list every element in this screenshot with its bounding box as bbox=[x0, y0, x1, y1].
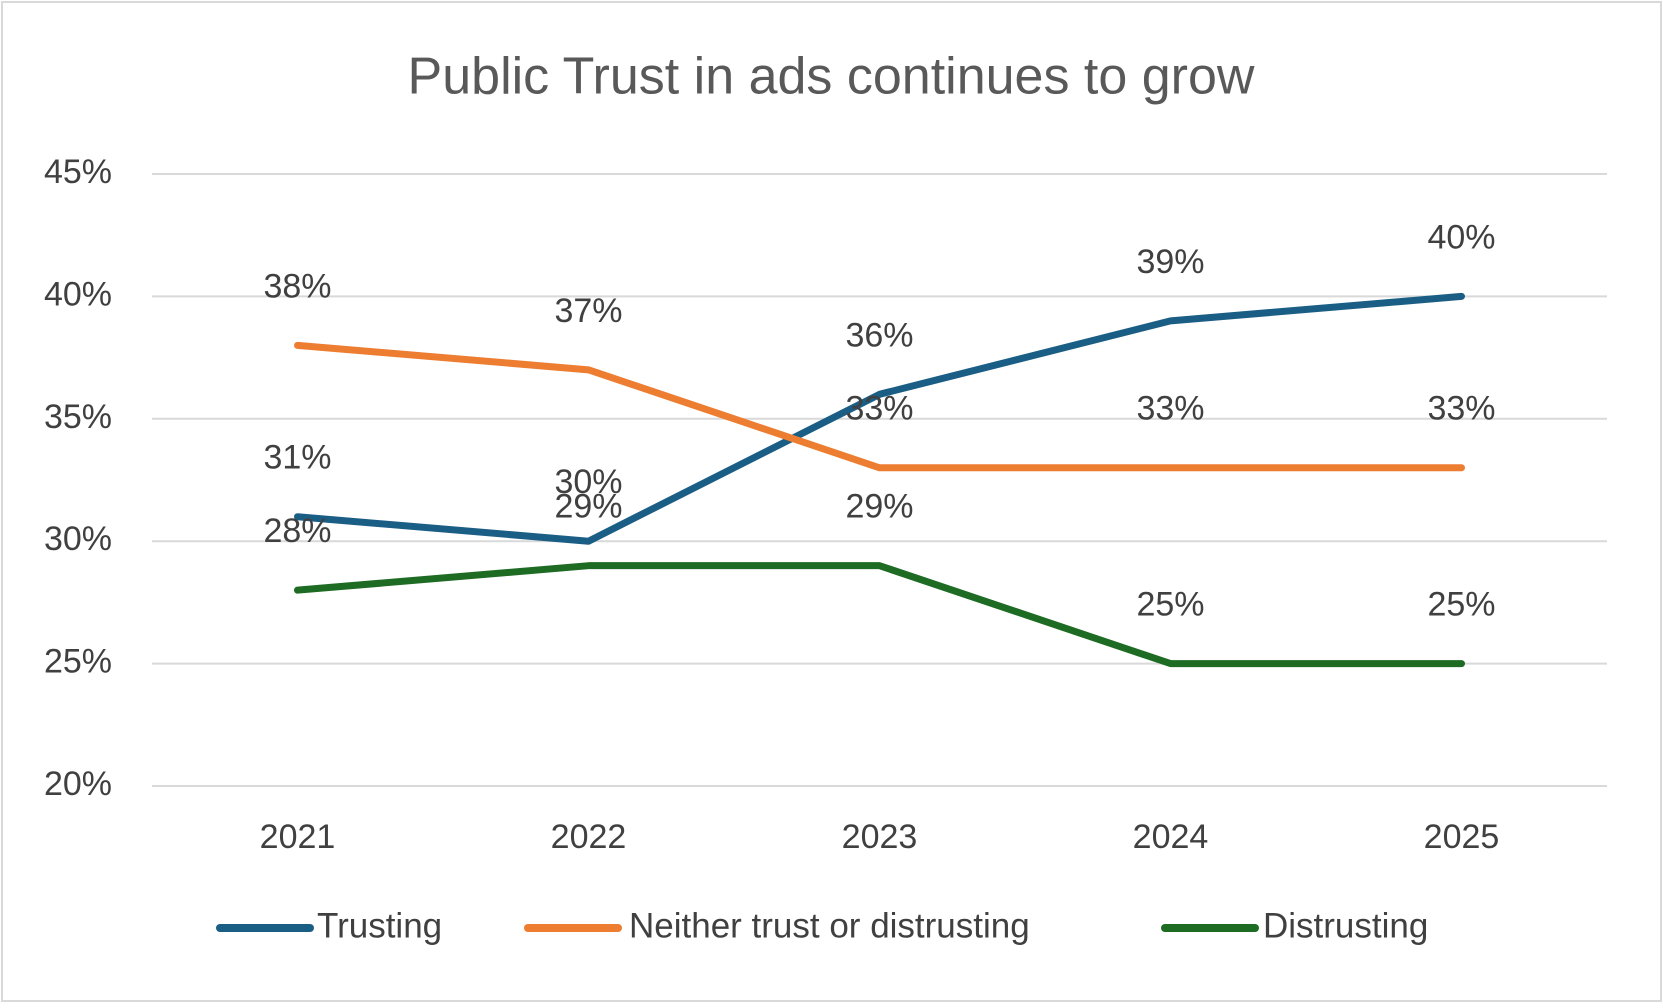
data-label: 29% bbox=[554, 488, 622, 526]
y-tick-label: 45% bbox=[44, 153, 112, 191]
series-line bbox=[294, 562, 1465, 668]
data-label: 25% bbox=[1427, 586, 1495, 624]
data-label: 37% bbox=[554, 292, 622, 330]
x-tick-label: 2025 bbox=[1424, 818, 1500, 856]
x-tick-label: 2021 bbox=[260, 818, 336, 856]
y-tick-label: 35% bbox=[44, 398, 112, 436]
data-label: 33% bbox=[845, 390, 913, 428]
data-label: 29% bbox=[845, 488, 913, 526]
data-label: 30% bbox=[554, 463, 622, 501]
series-line bbox=[294, 341, 1465, 472]
legend-label: Neither trust or distrusting bbox=[629, 906, 1030, 945]
y-tick-label: 25% bbox=[44, 643, 112, 681]
x-tick-label: 2024 bbox=[1133, 818, 1209, 856]
x-tick-label: 2023 bbox=[842, 818, 918, 856]
data-label: 39% bbox=[1136, 243, 1204, 281]
series-line bbox=[294, 292, 1465, 545]
data-label: 28% bbox=[263, 512, 331, 550]
x-tick-label: 2022 bbox=[551, 818, 627, 856]
data-label: 33% bbox=[1136, 390, 1204, 428]
legend-label: Trusting bbox=[317, 906, 442, 945]
data-label: 40% bbox=[1427, 218, 1495, 256]
data-label: 36% bbox=[845, 316, 913, 354]
data-label: 31% bbox=[263, 439, 331, 477]
y-tick-label: 40% bbox=[44, 275, 112, 313]
y-tick-label: 30% bbox=[44, 520, 112, 558]
y-tick-label: 20% bbox=[44, 765, 112, 803]
data-label: 38% bbox=[263, 267, 331, 305]
legend-label: Distrusting bbox=[1263, 906, 1428, 945]
chart-title: Public Trust in ads continues to grow bbox=[408, 48, 1255, 106]
data-label: 33% bbox=[1427, 390, 1495, 428]
data-label: 25% bbox=[1136, 586, 1204, 624]
